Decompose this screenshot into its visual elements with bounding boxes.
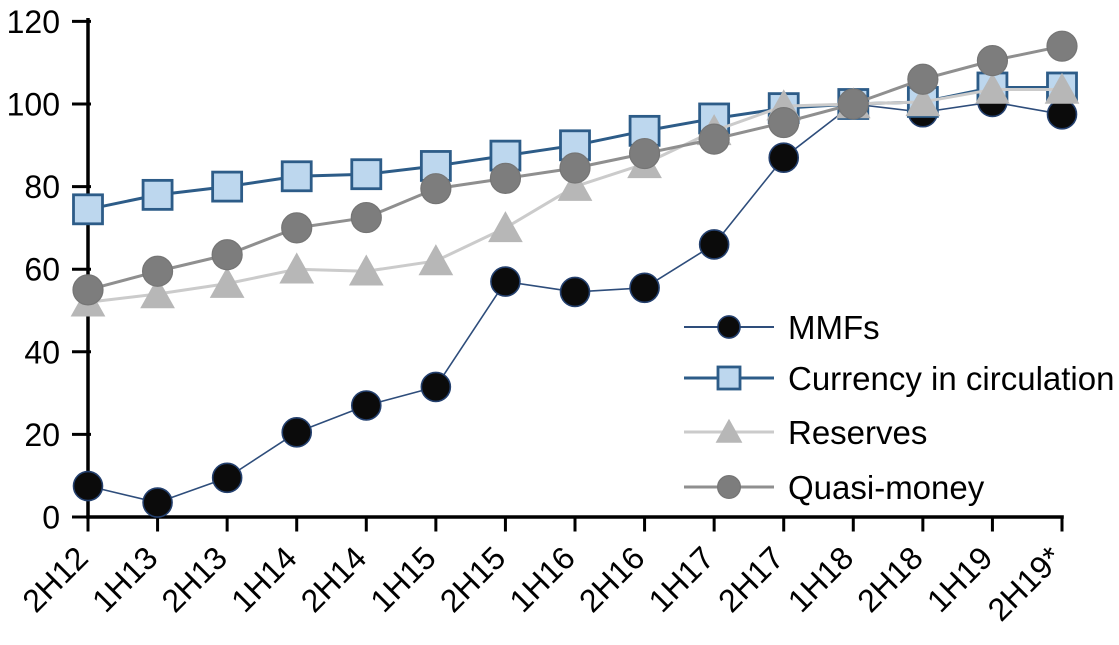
- data-point-quasi-money-2H19*: [1046, 30, 1078, 62]
- x-tick-label: 1H16: [502, 539, 582, 619]
- data-point-quasi-money-1H13: [141, 255, 174, 287]
- x-tick-label: 2H16: [572, 539, 652, 619]
- data-point-mmfs-1H14: [281, 417, 313, 448]
- y-tick-label: 40: [24, 334, 60, 370]
- x-tick-label: 2H15: [433, 539, 513, 619]
- data-point-quasi-money-1H17: [698, 123, 730, 155]
- series-quasi-money: [72, 30, 1078, 306]
- legend-entry-quasi-money: Quasi-money: [684, 469, 985, 506]
- data-point-mmfs-1H13: [142, 487, 173, 518]
- y-tick-label: 0: [42, 500, 60, 536]
- data-point-quasi-money-1H15: [420, 173, 452, 205]
- y-tick-label: 80: [24, 169, 60, 205]
- legend-entry-mmfs: MMFs: [684, 309, 880, 346]
- legend-label-reserves: Reserves: [788, 414, 927, 451]
- data-point-currency-in-circulation-2H14: [350, 158, 383, 191]
- y-tick-label: 60: [24, 252, 60, 288]
- data-point-quasi-money-1H14: [281, 212, 313, 244]
- y-axis: 0 20 40 60 80 100 120: [7, 4, 91, 536]
- x-tick-label: 1H14: [224, 539, 304, 619]
- series-reserves: [70, 72, 1080, 317]
- data-point-quasi-money-2H14: [350, 201, 382, 234]
- data-point-currency-in-circulation-1H13: [141, 178, 174, 211]
- x-tick-label: 2H14: [294, 539, 374, 619]
- data-point-mmfs-2H14: [350, 390, 382, 421]
- x-tick-label: 1H17: [642, 539, 722, 619]
- data-point-quasi-money-2H15: [489, 162, 522, 194]
- data-point-reserves-2H13: [209, 266, 245, 298]
- data-point-quasi-money-2H13: [211, 239, 243, 271]
- data-point-reserves-2H19*: [1044, 72, 1080, 104]
- data-point-reserves-2H18: [905, 85, 941, 117]
- y-tick-label: 100: [7, 87, 60, 123]
- data-point-mmfs-2H15: [490, 266, 521, 297]
- data-point-mmfs-2H19*: [1046, 99, 1078, 130]
- x-tick-label: 2H17: [711, 539, 791, 619]
- legend: MMFs Currency in circulation Reserves Quasi…: [684, 309, 1114, 506]
- data-point-quasi-money-1H18: [837, 88, 869, 120]
- data-point-reserves-1H15: [418, 244, 454, 276]
- legend-marker-reserves: [715, 418, 743, 443]
- data-point-mmfs-1H16: [559, 276, 591, 308]
- x-axis: 2H121H132H131H142H141H152H151H162H161H17…: [15, 517, 1069, 628]
- data-point-reserves-1H16: [557, 169, 593, 201]
- data-point-mmfs-2H13: [211, 462, 243, 494]
- data-point-quasi-money-2H18: [907, 63, 939, 95]
- x-tick-label: 1H13: [85, 539, 165, 619]
- x-tick-label: 2H18: [850, 539, 930, 619]
- legend-label-quasi-money: Quasi-money: [788, 469, 985, 506]
- data-point-quasi-money-1H19: [976, 45, 1009, 77]
- data-point-quasi-money-2H17: [768, 106, 800, 139]
- legend-entry-reserves: Reserves: [684, 414, 927, 451]
- data-point-mmfs-2H16: [629, 272, 660, 304]
- legend-entry-currency-in-circulation: Currency in circulation: [684, 360, 1114, 397]
- data-point-mmfs-2H12: [72, 470, 104, 502]
- data-point-mmfs-2H17: [768, 142, 800, 173]
- data-point-reserves-1H13: [140, 277, 175, 309]
- data-point-currency-in-circulation-2H13: [211, 170, 244, 203]
- data-point-quasi-money-1H16: [559, 152, 591, 184]
- data-point-currency-in-circulation-2H12: [72, 193, 104, 226]
- data-point-quasi-money-2H16: [628, 137, 661, 170]
- legend-marker-currency-in-circulation: [716, 365, 742, 391]
- data-point-mmfs-1H17: [698, 229, 730, 260]
- x-tick-label: 2H12: [15, 539, 95, 619]
- series-mmfs: [72, 86, 1078, 518]
- legend-label-currency-in-circulation: Currency in circulation: [788, 360, 1114, 397]
- y-tick-label: 20: [24, 417, 60, 453]
- data-point-reserves-2H14: [348, 254, 384, 286]
- y-tick-label: 120: [7, 4, 60, 40]
- x-tick-label: 2H19*: [981, 539, 1069, 627]
- data-point-reserves-1H14: [279, 252, 315, 284]
- data-point-reserves-1H19: [975, 72, 1010, 104]
- data-point-quasi-money-2H12: [72, 274, 104, 306]
- data-point-currency-in-circulation-1H14: [280, 160, 313, 193]
- x-tick-label: 2H13: [155, 539, 235, 619]
- legend-marker-quasi-money: [716, 475, 741, 500]
- data-point-reserves-2H15: [488, 211, 523, 243]
- data-point-mmfs-1H15: [420, 371, 452, 403]
- x-tick-label: 1H15: [363, 539, 443, 619]
- x-tick-label: 1H18: [781, 539, 861, 619]
- legend-marker-mmfs: [717, 315, 741, 339]
- legend-label-mmfs: MMFs: [788, 309, 880, 346]
